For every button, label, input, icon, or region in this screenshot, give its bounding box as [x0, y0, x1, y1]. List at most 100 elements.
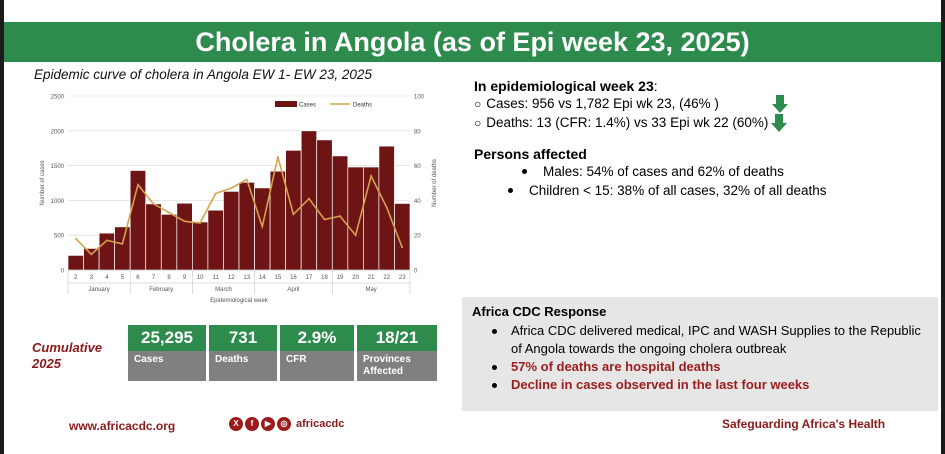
month-label: April [287, 287, 299, 293]
bar-cases [300, 130, 318, 271]
youtube-icon[interactable]: ▶ [261, 417, 275, 431]
stat-cfr: 2.9% CFR [280, 325, 354, 381]
month-label: May [365, 287, 376, 293]
point-deaths [137, 183, 139, 186]
y2-axis-label: Number of deaths [432, 159, 438, 207]
website-link[interactable]: www.africacdc.org [69, 419, 176, 433]
bar-cases [114, 226, 131, 271]
point-deaths [105, 239, 108, 242]
cumulative-label: Cumulative 2025 [32, 340, 103, 371]
chart-title: Epidemic curve of cholera in Angola EW 1… [34, 67, 372, 82]
bar-cases [83, 248, 100, 271]
persons-heading: Persons affected [474, 146, 587, 162]
point-deaths [401, 246, 404, 249]
legend-label-deaths: Deaths [353, 103, 372, 109]
y2-tick-label: 80 [414, 129, 421, 135]
bar-cases [223, 191, 240, 271]
x-tick-label: 20 [352, 275, 359, 281]
bar-cases [207, 209, 224, 271]
x-tick-label: 12 [228, 275, 235, 281]
point-deaths [121, 243, 124, 245]
legend-swatch-cases [275, 101, 297, 107]
point-deaths [245, 178, 248, 181]
bar-cases [98, 232, 115, 271]
x-tick-label: 6 [136, 275, 140, 281]
x-tick-label: 3 [90, 275, 94, 281]
legend-label-cases: Cases [299, 103, 316, 109]
y2-tick-label: 40 [414, 199, 421, 205]
instagram-icon[interactable]: ◎ [277, 417, 291, 431]
point-deaths [230, 187, 233, 190]
y-tick-label: 2000 [51, 129, 65, 135]
epidemic-curve-chart: 0 500 1000 1500 2000 2500 0 20 40 60 80 100 Number o… [32, 86, 447, 316]
point-deaths [385, 206, 388, 209]
response-heading: Africa CDC Response [472, 304, 607, 319]
x-tick-label: 15 [275, 275, 282, 281]
y-tick-label: 1000 [51, 199, 65, 205]
x-axis-label: Epidemiological week [210, 298, 269, 304]
point-deaths [214, 192, 217, 195]
tagline: Safeguarding Africa's Health [722, 417, 886, 431]
y-axis-label: Number of cases [40, 160, 46, 205]
x-tick-label: 21 [368, 275, 375, 281]
x-tick-label: 9 [183, 275, 187, 281]
point-deaths [308, 197, 310, 200]
x-tick-label: 16 [290, 275, 297, 281]
facebook-icon[interactable]: f [245, 417, 259, 431]
social-handle[interactable]: africacdc [296, 418, 345, 430]
point-deaths [370, 175, 373, 177]
y2-tick-label: 60 [414, 164, 421, 170]
point-deaths [199, 222, 202, 224]
x-tick-label: 19 [337, 275, 344, 281]
bar-cases [67, 255, 84, 271]
point-deaths [292, 213, 295, 216]
response-panel: Africa CDC Response Africa CDC delivered… [462, 297, 938, 411]
x-tick-label: 23 [399, 275, 406, 281]
week-summary: In epidemiological week 23: ○ Cases: 956… [474, 78, 934, 200]
response-item: Decline in cases observed in the last fo… [472, 376, 928, 394]
x-tick-label: 10 [197, 275, 204, 281]
point-deaths [152, 202, 155, 205]
point-deaths [354, 234, 357, 237]
bullet-icon [492, 365, 497, 370]
point-deaths [168, 211, 170, 214]
bar-cases [285, 149, 302, 271]
circle-bullet-icon: ○ [474, 115, 482, 130]
month-label: January [88, 287, 109, 293]
bar-cases [363, 166, 380, 271]
summary-heading: In epidemiological week 23: [474, 78, 658, 94]
y-tick-label: 2500 [51, 95, 65, 101]
stat-cases: 25,295 Cases [128, 325, 206, 381]
y-tick-label: 500 [54, 234, 65, 240]
bar-cases [316, 139, 333, 271]
bar-cases [347, 166, 364, 271]
deaths-row: ○ Deaths: 13 (CFR: 1.4%) vs 33 Epi wk 22… [474, 113, 934, 132]
y2-tick-label: 0 [414, 269, 418, 275]
x-tick-label: 7 [152, 275, 156, 281]
point-deaths [74, 237, 77, 240]
bullet-icon [492, 329, 497, 334]
point-deaths [183, 220, 186, 223]
point-deaths [276, 156, 279, 158]
x-tick-label: 11 [213, 275, 220, 281]
cases-text: Cases: 956 vs 1,782 Epi wk 23, (46% ) [486, 96, 719, 111]
stat-provinces: 18/21 Provinces Affected [357, 325, 437, 381]
children-item: Children < 15: 38% of all cases, 32% of … [474, 181, 934, 200]
point-deaths [323, 218, 326, 221]
social-links: X f ▶ ◎ africacdc [229, 417, 344, 431]
bar-cases [176, 202, 193, 271]
x-tick-label: 4 [105, 275, 109, 281]
x-icon[interactable]: X [229, 417, 243, 431]
bar-cases [394, 203, 411, 271]
stat-deaths: 731 Deaths [209, 325, 277, 381]
bar-cases [269, 170, 286, 271]
response-item: Africa CDC delivered medical, IPC and WA… [472, 322, 928, 358]
bar-cases [160, 213, 178, 271]
bullet-icon [508, 188, 513, 193]
x-tick-label: 2 [74, 275, 78, 281]
month-label: February [149, 287, 173, 293]
bar-cases [192, 221, 209, 271]
down-arrow-icon [771, 94, 788, 113]
males-item: Males: 54% of cases and 62% of deaths [474, 162, 934, 181]
bar-cases [331, 155, 349, 271]
